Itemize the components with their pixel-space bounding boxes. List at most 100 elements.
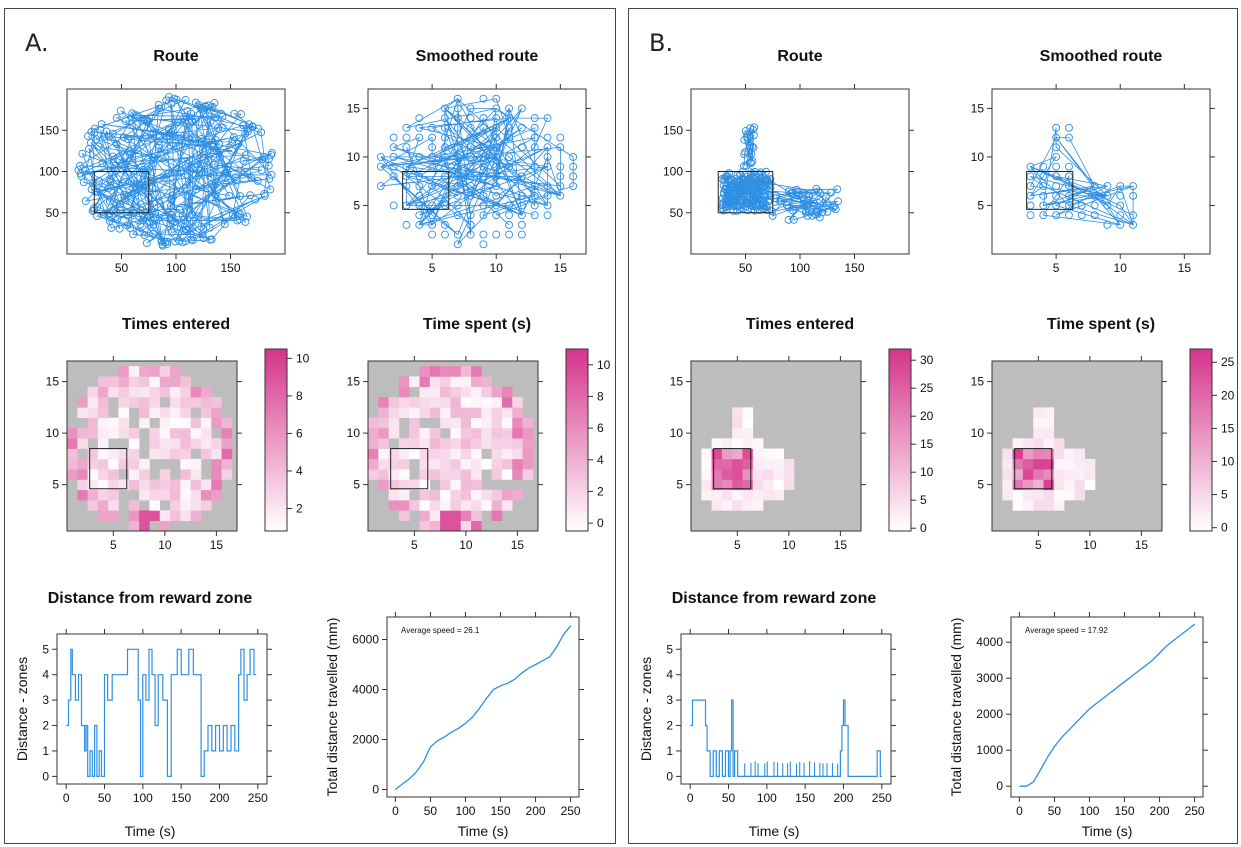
- heatmap-cell: [139, 469, 150, 480]
- times-entered-heatmap: Times entered 5 10 15 5 10 15 2 4 6 8 10: [46, 316, 310, 552]
- smoothed-point: [517, 230, 526, 239]
- heatmap-cell: [512, 417, 523, 429]
- heatmap-cell: [701, 458, 712, 470]
- route-point: [739, 204, 748, 213]
- route-point: [186, 163, 195, 172]
- heatmap-cell: [419, 448, 431, 460]
- route-point: [113, 215, 122, 224]
- route-point: [109, 152, 117, 161]
- heatmap-cell: [1033, 489, 1044, 501]
- heatmap-cell: [159, 366, 171, 377]
- heatmap-cell: [491, 489, 503, 501]
- heatmap-cell: [721, 479, 733, 491]
- smoothed-point: [517, 191, 526, 200]
- x-tick-label: 150: [795, 791, 815, 805]
- heatmap-cell: [108, 489, 119, 501]
- heatmap-cell: [200, 448, 212, 460]
- heatmap-cell: [139, 458, 150, 470]
- heatmap-cell: [398, 469, 410, 480]
- heatmap-cell: [1033, 500, 1044, 511]
- route-point: [199, 234, 208, 243]
- route-point: [762, 177, 771, 186]
- heatmap-cell: [429, 438, 441, 449]
- heatmap-cell: [378, 417, 389, 429]
- smoothed-point: [556, 162, 565, 171]
- route-point: [120, 194, 129, 203]
- x-axis-label: Time (s): [749, 823, 800, 839]
- smoothed-path: [1029, 127, 1134, 227]
- heatmap-cell: [522, 417, 534, 429]
- heatmap-cell: [368, 448, 379, 460]
- route-point: [243, 212, 252, 221]
- y-tick-label: 3: [666, 693, 673, 707]
- smoothed-point: [453, 191, 462, 200]
- smoothed-point: [440, 143, 449, 152]
- route-point: [783, 201, 792, 210]
- y-tick-label: 6000: [352, 633, 379, 647]
- heatmap-cell: [170, 489, 181, 501]
- x-tick-label: 15: [1178, 261, 1192, 275]
- smoothed-point: [479, 94, 488, 103]
- heatmap-cell: [742, 438, 754, 449]
- x-axis-label: Time (s): [458, 823, 509, 839]
- heatmap-cell: [501, 469, 513, 480]
- heatmap-cell: [491, 448, 503, 460]
- heatmap-cell: [491, 427, 503, 439]
- heatmap-cell: [128, 469, 140, 480]
- heatmap-cell: [460, 479, 472, 491]
- smoothed-point: [1052, 162, 1061, 171]
- route-point: [253, 176, 262, 185]
- plot-frame: [690, 360, 862, 532]
- reward-zone-box: [93, 171, 150, 214]
- heatmap-cell: [763, 469, 774, 480]
- x-tick-label: 0: [392, 804, 399, 818]
- smoothed-point: [453, 114, 462, 123]
- total-distance-chart: 0 50 100 150 200 250 0 1000 2000 3000 4000 Average …: [948, 612, 1208, 839]
- route-point: [738, 175, 747, 183]
- heatmap-cell: [440, 479, 451, 491]
- smoothed-point: [543, 201, 552, 210]
- heatmap-cell: [159, 479, 171, 491]
- route-point: [154, 143, 163, 152]
- smoothed-point: [440, 133, 449, 142]
- heatmap-cell: [97, 417, 109, 429]
- y-tick-label: 10: [46, 426, 60, 440]
- heatmap-cell: [180, 376, 191, 388]
- smoothed-point: [1052, 172, 1061, 181]
- route-point: [180, 216, 188, 225]
- heatmap-cell: [429, 510, 441, 521]
- route-point: [88, 207, 97, 215]
- heatmap-cell: [1053, 469, 1065, 480]
- heatmap-cell: [159, 489, 171, 501]
- y-tick-label: 15: [46, 375, 60, 389]
- heatmap-cell: [128, 397, 140, 408]
- heatmap-cell: [149, 407, 161, 418]
- heatmap-cell: [1043, 469, 1055, 480]
- heatmap-cell: [711, 469, 723, 480]
- route-point: [191, 115, 200, 124]
- smoothed-point: [569, 172, 578, 181]
- route-point: [243, 124, 252, 133]
- smoothed-point: [1103, 182, 1112, 191]
- y-tick-label: 4000: [976, 635, 1003, 649]
- heatmap-cell: [491, 417, 503, 429]
- route-point: [213, 124, 222, 133]
- route-point: [139, 165, 148, 174]
- heatmap-cell: [190, 469, 202, 480]
- route-point: [108, 206, 117, 215]
- smoothed-route-chart: Smoothed route 5 10 15 5 10 15: [971, 48, 1215, 275]
- route-point: [748, 157, 757, 166]
- route-point: [231, 173, 240, 182]
- smoothed-point: [389, 152, 398, 161]
- heatmap-cell: [711, 448, 723, 460]
- heatmap-cell: [139, 376, 150, 388]
- plot-frame: [991, 88, 1211, 255]
- route-point: [136, 227, 145, 236]
- heatmap-cell: [742, 500, 754, 511]
- heatmap-cell: [149, 438, 161, 449]
- heatmap-cell: [732, 427, 743, 439]
- heatmap-cell: [1074, 479, 1086, 491]
- heatmap-cell: [491, 438, 503, 449]
- y-tick-label: 15: [347, 101, 361, 115]
- x-tick-label: 15: [554, 261, 568, 275]
